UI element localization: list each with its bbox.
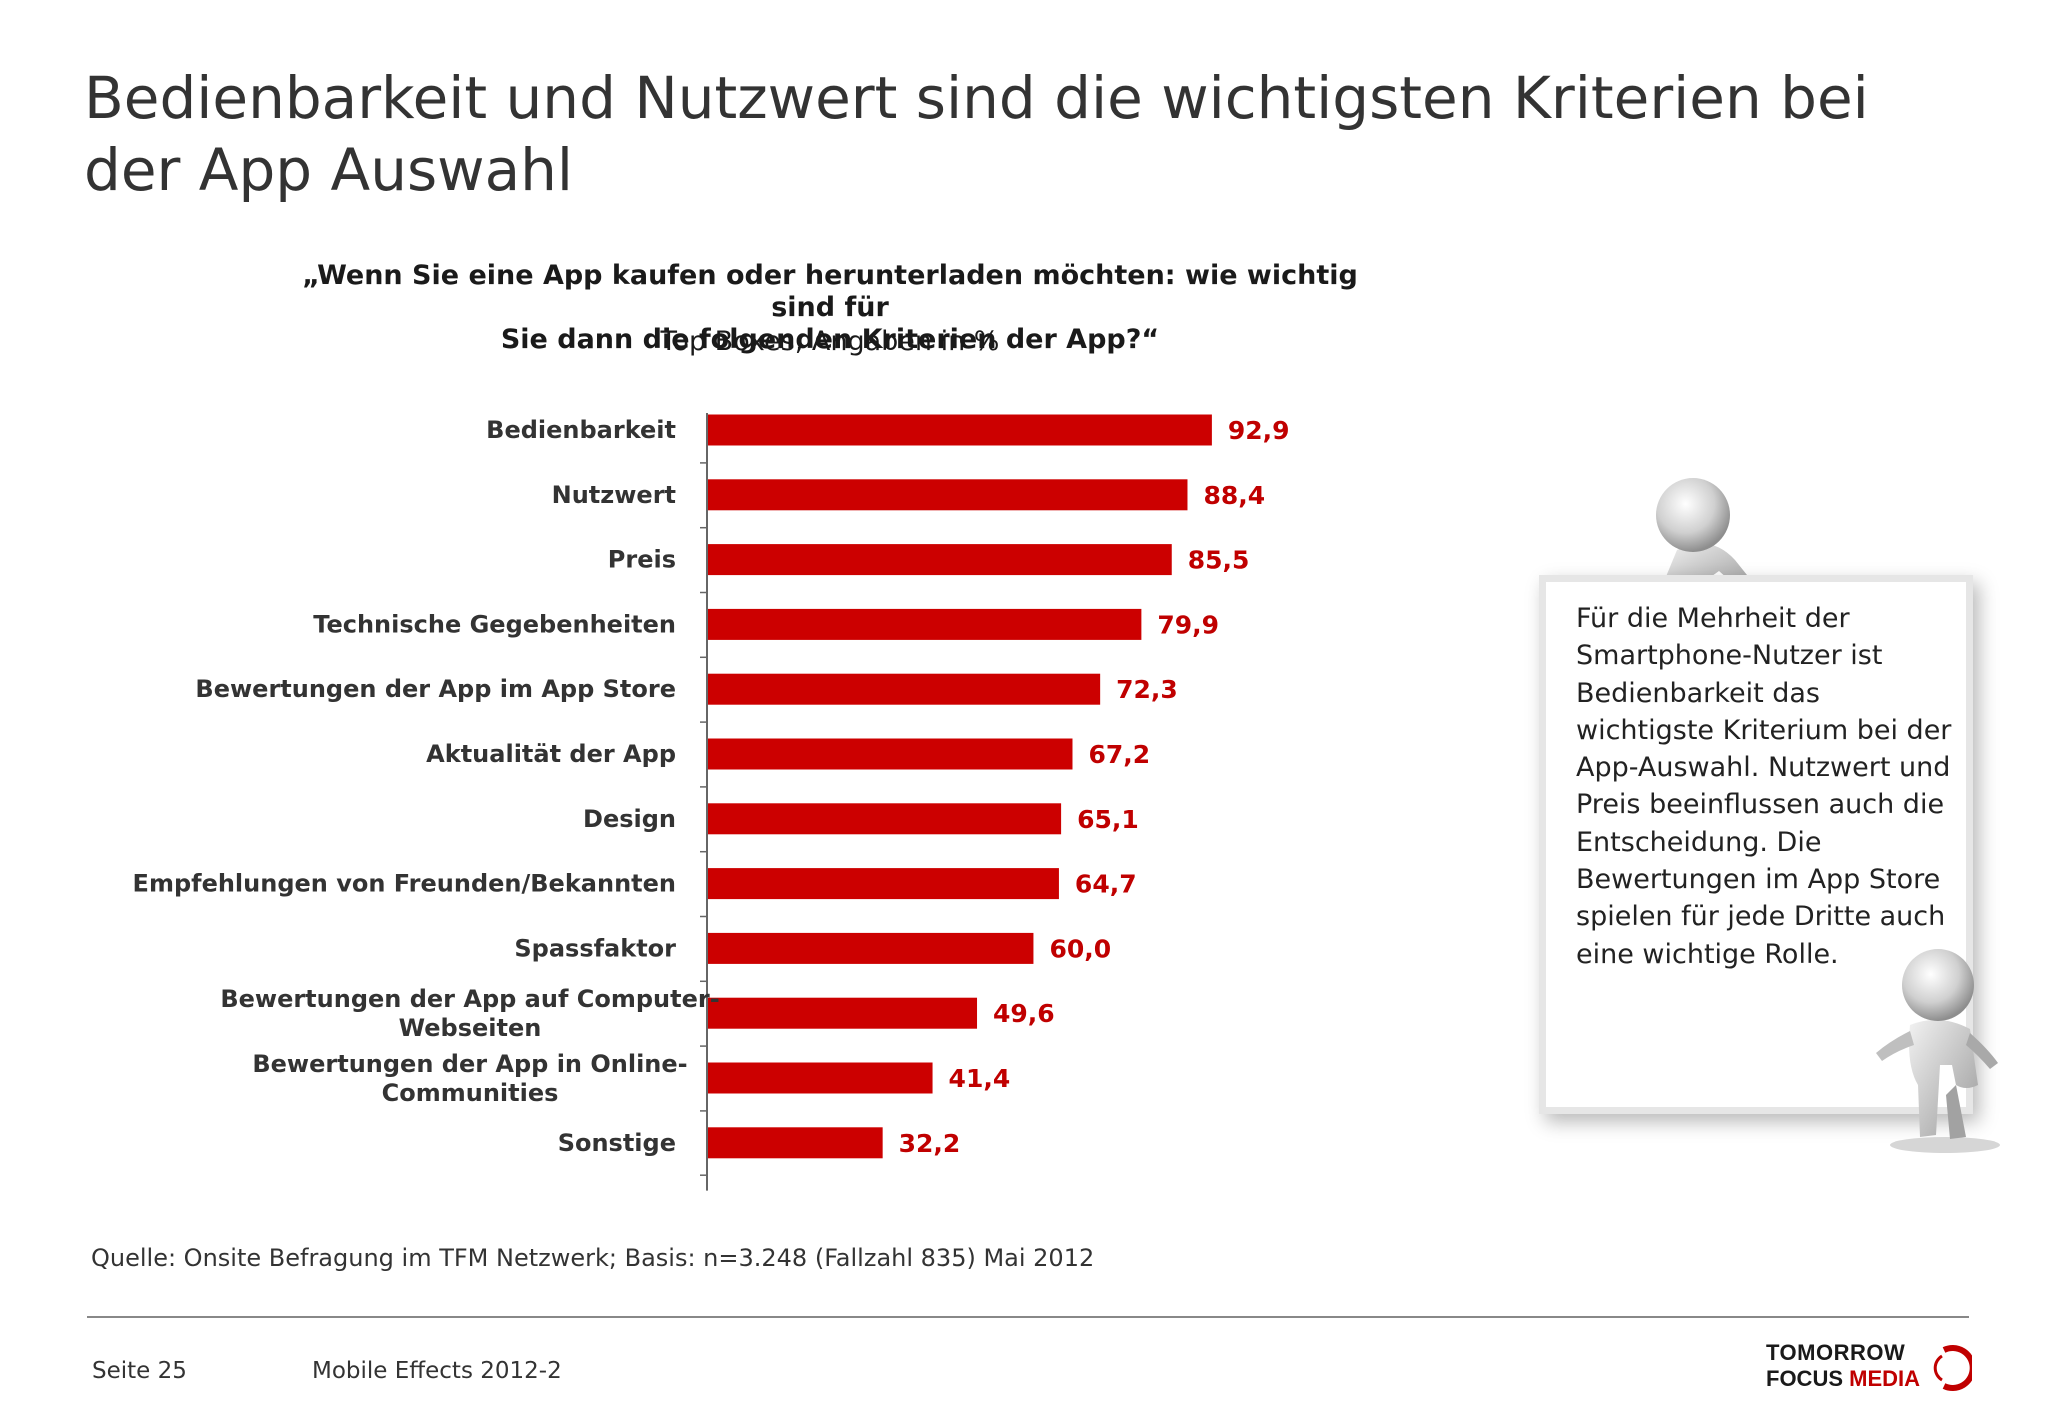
- note-panel: Für die Mehrheit der Smartphone-Nutzer i…: [1525, 475, 2005, 1155]
- category-label: Nutzwert: [552, 481, 676, 509]
- bar: [708, 803, 1062, 835]
- bar: [708, 1062, 933, 1094]
- category-label-line: Bewertungen der App in Online-: [252, 1050, 687, 1078]
- bar-value-label: 60,0: [1049, 934, 1111, 963]
- category-label: Technische Gegebenheiten: [313, 610, 676, 638]
- category-label: Bewertungen der App in Online-Communitie…: [252, 1050, 687, 1107]
- logo-line-2: FOCUS MEDIA: [1766, 1366, 1920, 1392]
- bar: [708, 932, 1034, 964]
- bar-value-label: 64,7: [1075, 870, 1137, 899]
- logo-focus: FOCUS: [1766, 1366, 1850, 1391]
- bar-value-label: 65,1: [1077, 805, 1139, 834]
- category-label: Bedienbarkeit: [486, 416, 676, 444]
- category-label: Spassfaktor: [514, 934, 676, 962]
- study-name: Mobile Effects 2012-2: [312, 1358, 562, 1384]
- survey-question-line-1: „Wenn Sie eine App kaufen oder herunterl…: [302, 260, 1358, 323]
- bar-value-label: 79,9: [1157, 610, 1219, 639]
- survey-question-line-2: Sie dann die folgenden Kriterien der App…: [500, 324, 1160, 355]
- bar-value-label: 85,5: [1188, 546, 1250, 575]
- category-label: Bewertungen der App im App Store: [195, 675, 676, 703]
- note-text: Für die Mehrheit der Smartphone-Nutzer i…: [1576, 603, 1952, 970]
- bar-value-label: 32,2: [899, 1129, 961, 1158]
- tomorrow-focus-media-logo: TOMORROW FOCUS MEDIA: [1766, 1340, 1976, 1396]
- category-label: Empfehlungen von Freunden/Bekannten: [133, 870, 676, 898]
- note-board: Für die Mehrheit der Smartphone-Nutzer i…: [1539, 575, 1973, 1114]
- bar-value-label: 72,3: [1116, 675, 1178, 704]
- bar: [708, 673, 1101, 705]
- logo-arc-icon: [1933, 1345, 1972, 1391]
- category-label: Design: [583, 805, 676, 833]
- bar: [708, 868, 1059, 900]
- chart-subtitle: Top Boxes, Angaben in %: [660, 326, 1000, 357]
- bar-value-label: 67,2: [1088, 740, 1150, 769]
- category-label: Bewertungen der App auf Computer-Webseit…: [220, 985, 719, 1042]
- bar-value-label: 49,6: [993, 999, 1055, 1028]
- bar-value-label: 88,4: [1203, 481, 1265, 510]
- bar-chart: 92,9 Bedienbarkeit 88,4 Nutzwert 85,5 Preis 79…: [133, 413, 1290, 1191]
- bar-value-label: 92,9: [1228, 416, 1290, 445]
- category-label-line: Communities: [382, 1079, 559, 1107]
- survey-question: „Wenn Sie eine App kaufen oder herunterl…: [280, 260, 1380, 356]
- category-label: Preis: [608, 546, 676, 574]
- bar: [708, 738, 1073, 770]
- logo-line-1: TOMORROW: [1766, 1340, 1906, 1365]
- figure-standing-icon: [1876, 949, 2000, 1153]
- bar-value-label: 41,4: [949, 1064, 1011, 1093]
- logo-media: MEDIA: [1849, 1366, 1921, 1391]
- category-label: Aktualität der App: [426, 740, 676, 768]
- category-label-line: Webseiten: [399, 1014, 542, 1042]
- category-label: Sonstige: [558, 1129, 676, 1157]
- source-note: Quelle: Onsite Befragung im TFM Netzwerk…: [91, 1244, 1095, 1272]
- bar: [708, 997, 978, 1029]
- footer-divider: [87, 1316, 1969, 1318]
- bar: [708, 1127, 883, 1159]
- bar: [708, 414, 1212, 446]
- bar: [708, 544, 1172, 576]
- category-label-line: Bewertungen der App auf Computer-: [220, 985, 719, 1013]
- page-title: Bedienbarkeit und Nutzwert sind die wich…: [84, 64, 1869, 204]
- page-number: Seite 25: [92, 1358, 187, 1384]
- bar: [708, 479, 1188, 511]
- bar: [708, 608, 1142, 640]
